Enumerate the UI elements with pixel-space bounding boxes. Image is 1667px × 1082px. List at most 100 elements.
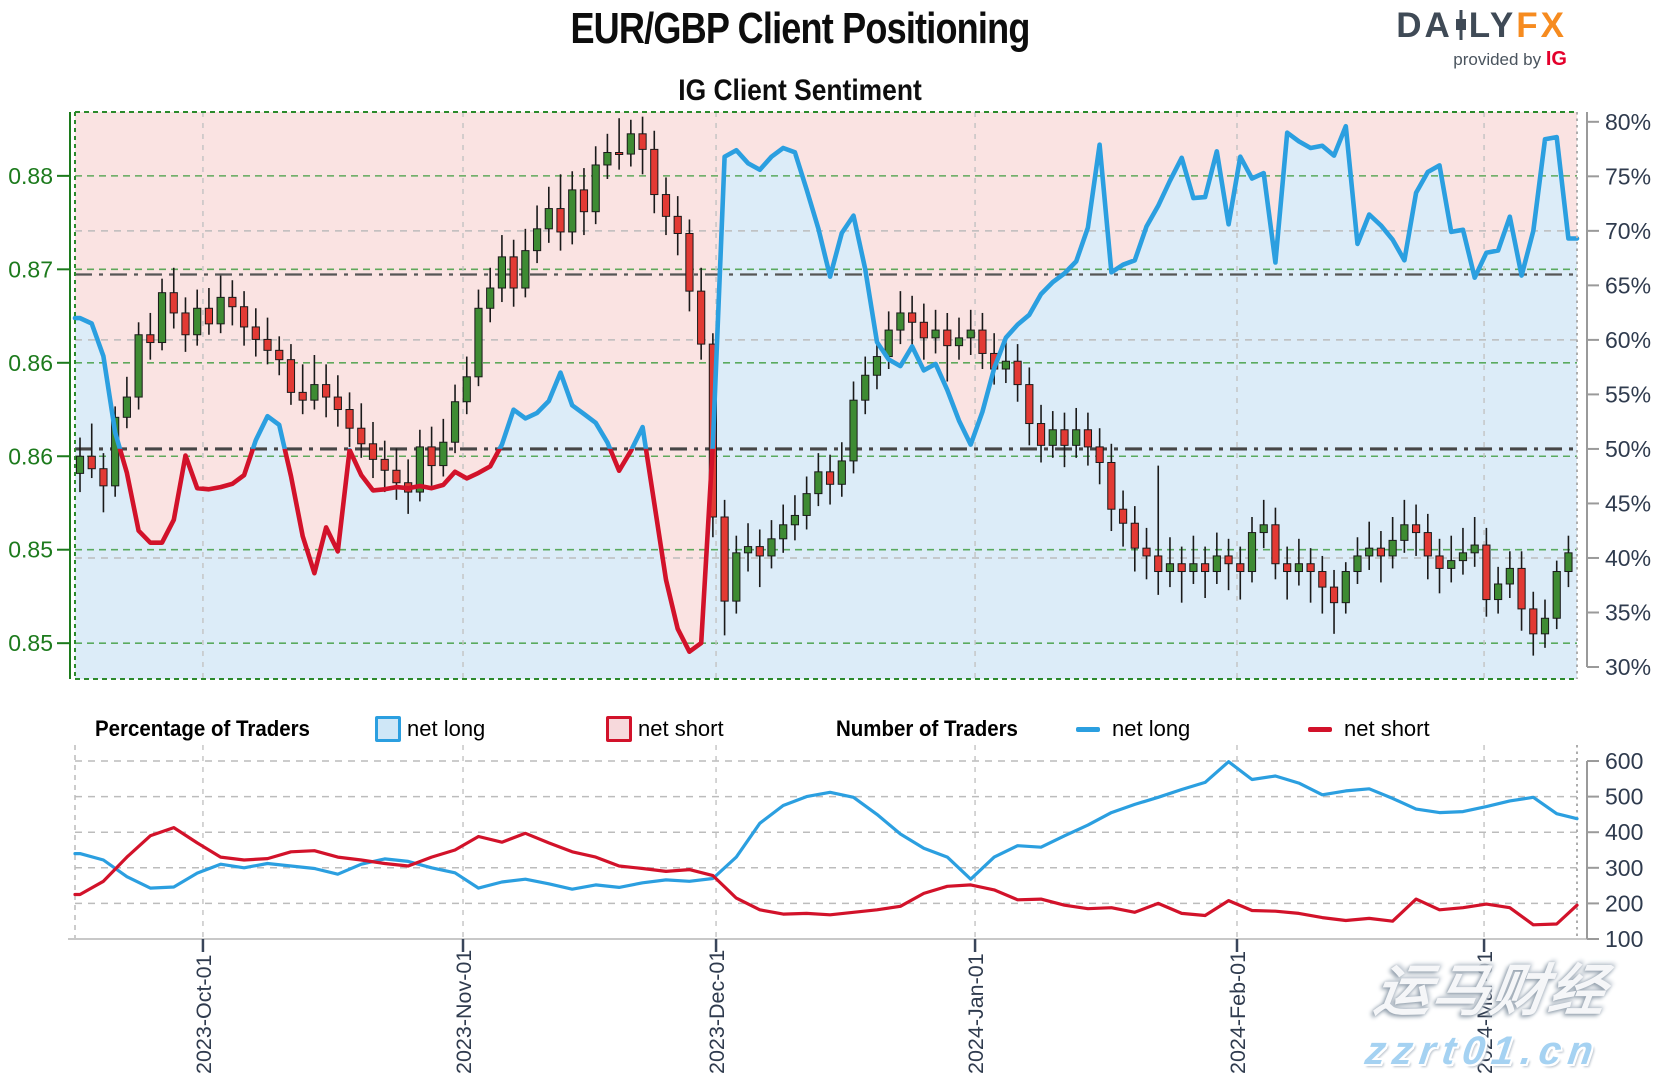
- watermark: 运马财经 zzrt01.cn: [1307, 946, 1667, 1074]
- pct-tick-label: 45%: [1605, 490, 1651, 516]
- candle-down: [275, 349, 284, 361]
- candle-up: [157, 292, 167, 344]
- watermark-url: zzrt01.cn: [1362, 1029, 1603, 1073]
- candle-down: [1482, 544, 1491, 601]
- candle-up: [1212, 555, 1221, 573]
- candle-up: [474, 307, 483, 378]
- candle-down: [146, 334, 155, 344]
- candlestick-icon: [1455, 10, 1466, 40]
- pct-tick-label: 55%: [1605, 381, 1651, 407]
- candle-up: [931, 329, 940, 339]
- candle-down: [1435, 555, 1444, 569]
- net-short-pct-line: [117, 448, 715, 655]
- net-short-pct-label: net short: [638, 716, 724, 741]
- pct-tick-label: 30%: [1605, 654, 1651, 680]
- candle-up: [134, 334, 143, 398]
- candle-up: [966, 329, 975, 339]
- net-long-pct-line: [72, 123, 1580, 449]
- page-title: EUR/GBP Client Positioning: [570, 4, 1030, 53]
- candle-down: [1318, 571, 1327, 588]
- pct-tick-label: 50%: [1605, 436, 1651, 462]
- net-long-count-line: [73, 760, 1579, 891]
- candle-down: [1036, 423, 1046, 446]
- candle-down: [1083, 429, 1093, 448]
- dailyfx-wordmark: DA LYFX: [1396, 6, 1567, 45]
- price-tick-label: 0.86: [8, 443, 53, 469]
- candle-down: [615, 152, 624, 155]
- net-long-count-label: net long: [1112, 716, 1191, 741]
- net-long-pct-label: net long: [407, 716, 486, 741]
- candle-up: [415, 446, 424, 493]
- legend-number-title: Number of Traders: [836, 716, 1018, 741]
- candle-up: [1294, 563, 1303, 573]
- candle-up: [743, 546, 753, 554]
- candle-down: [1236, 563, 1245, 573]
- candle-up: [1564, 552, 1573, 573]
- candle-up: [603, 152, 612, 166]
- count-tick-label: 200: [1605, 890, 1643, 916]
- traders-count-chart: 2023-Oct-01 2023-Nov-01 2023-Dec-01 2024-Ja…: [68, 745, 1643, 1074]
- price-axis-left: 0.88 0.87 0.86 0.86 0.85 0.85: [8, 112, 71, 679]
- candle-down: [1154, 555, 1163, 573]
- candle-down: [1095, 446, 1104, 463]
- candle-up: [1365, 547, 1374, 557]
- candle-up: [1447, 560, 1456, 569]
- candle-up: [568, 189, 577, 233]
- candle-up: [1259, 524, 1268, 534]
- candle-down: [1201, 563, 1210, 573]
- provided-by: provided by IG: [1453, 48, 1567, 70]
- count-tick-label: 500: [1605, 784, 1643, 810]
- candle-down: [1306, 563, 1315, 573]
- pct-tick-label: 65%: [1605, 272, 1651, 298]
- candle-down: [286, 359, 296, 393]
- net-long-count-dash: [1076, 712, 1100, 746]
- candle-down: [368, 443, 378, 460]
- pct-tick-label: 40%: [1605, 545, 1651, 571]
- candle-down: [263, 338, 272, 351]
- candle-up: [802, 493, 811, 516]
- candle-down: [1329, 586, 1339, 604]
- candle-down: [556, 208, 565, 233]
- candle-down: [1423, 532, 1432, 557]
- month-tick-label: 2023-Nov-01: [452, 950, 476, 1074]
- candle-down: [204, 307, 214, 325]
- candle-up: [837, 460, 846, 485]
- candle-down: [1025, 384, 1034, 425]
- candle-up: [790, 514, 800, 526]
- candle-up: [544, 208, 553, 230]
- candle-down: [239, 306, 249, 328]
- candle-up: [1470, 544, 1479, 554]
- candle-down: [1529, 608, 1538, 635]
- candle-down: [978, 329, 987, 354]
- candle-up: [849, 399, 858, 462]
- candle-down: [697, 290, 706, 345]
- candle-up: [872, 356, 882, 376]
- candle-down: [509, 256, 518, 289]
- candle-up: [861, 374, 870, 401]
- candle-up: [122, 396, 131, 418]
- candle-up: [1400, 524, 1409, 541]
- net-short-count-line: [73, 825, 1579, 927]
- candle-up: [532, 228, 542, 252]
- net-short-count-label: net short: [1344, 716, 1430, 741]
- candle-up: [439, 441, 448, 467]
- net-short-area: [75, 112, 1577, 652]
- candle-down: [1013, 360, 1022, 386]
- candle-down: [1271, 524, 1280, 565]
- pct-tick-label: 80%: [1605, 109, 1651, 135]
- price-tick-label: 0.86: [8, 350, 53, 376]
- candle-down: [825, 471, 835, 485]
- candle-down: [298, 391, 307, 401]
- watermark-cjk: 运马财经: [1370, 959, 1612, 1022]
- candle-down: [650, 148, 659, 196]
- candle-up: [450, 401, 460, 443]
- candle-down: [720, 516, 729, 602]
- ig-logo: IG: [1545, 48, 1567, 70]
- candle-up: [1458, 552, 1468, 562]
- candle-down: [1060, 429, 1069, 446]
- chart-title: IG Client Sentiment: [678, 74, 922, 107]
- candle-up: [591, 164, 600, 213]
- candle-down: [333, 396, 342, 411]
